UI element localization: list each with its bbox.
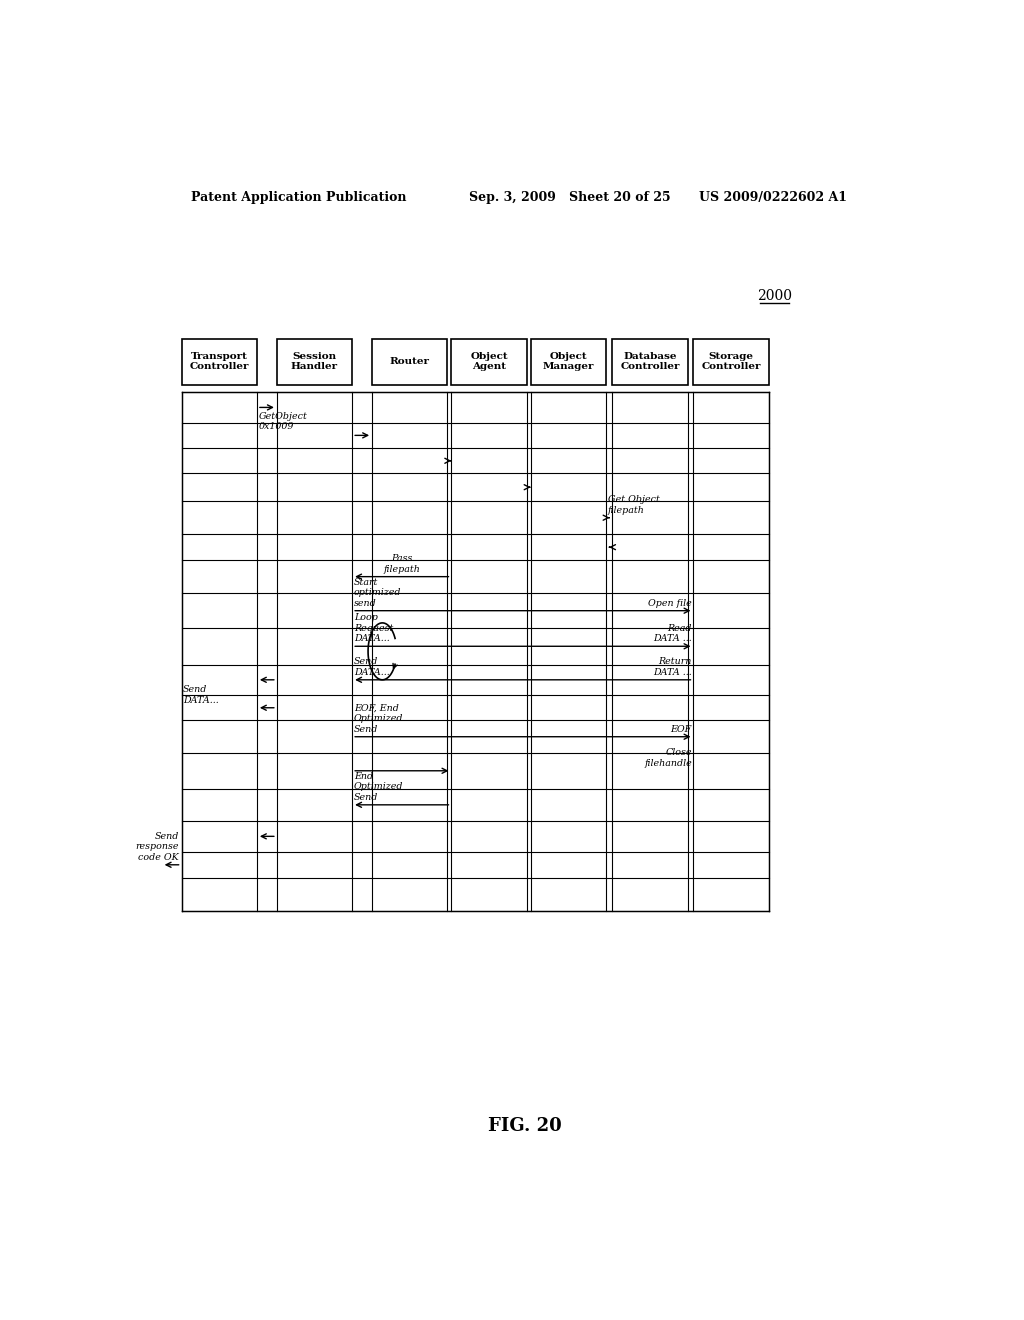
Text: Session
Handler: Session Handler (291, 352, 338, 371)
Text: US 2009/0222602 A1: US 2009/0222602 A1 (699, 190, 848, 203)
Bar (612, 339, 688, 384)
Text: Send
DATA...: Send DATA... (353, 657, 389, 677)
Text: Sep. 3, 2009   Sheet 20 of 25: Sep. 3, 2009 Sheet 20 of 25 (469, 190, 671, 203)
Bar (530, 339, 606, 384)
Text: Pass
filepath: Pass filepath (383, 554, 420, 574)
Text: Open file: Open file (648, 599, 692, 607)
Text: Start
optimized
send: Start optimized send (353, 578, 401, 607)
Text: Database
Controller: Database Controller (621, 352, 680, 371)
Text: Storage
Controller: Storage Controller (701, 352, 761, 371)
Text: Read
DATA ...: Read DATA ... (653, 624, 692, 643)
Text: Object
Agent: Object Agent (470, 352, 508, 371)
Text: Get Object
filepath: Get Object filepath (607, 495, 659, 515)
Text: Router: Router (390, 358, 430, 366)
Text: Send
DATA...: Send DATA... (183, 685, 219, 705)
Text: EOF, End
Optimized
Send: EOF, End Optimized Send (353, 704, 403, 734)
Text: Object
Manager: Object Manager (543, 352, 594, 371)
Bar (181, 339, 257, 384)
Text: EOF: EOF (671, 725, 692, 734)
Bar (372, 339, 447, 384)
Bar (693, 339, 769, 384)
Bar (452, 339, 526, 384)
Text: Return
DATA ...: Return DATA ... (653, 657, 692, 677)
Bar (276, 339, 352, 384)
Text: Loop
Request
DATA...: Loop Request DATA... (353, 614, 393, 643)
Text: Close
filehandle: Close filehandle (644, 748, 692, 768)
Text: FIG. 20: FIG. 20 (487, 1117, 562, 1135)
Text: GetObject
0x1009: GetObject 0x1009 (258, 412, 307, 432)
Text: Transport
Controller: Transport Controller (189, 352, 249, 371)
Text: 2000: 2000 (758, 289, 793, 302)
Text: End
Optimized
Send: End Optimized Send (353, 772, 403, 801)
Text: Send
response
code OK: Send response code OK (136, 832, 179, 862)
Text: Patent Application Publication: Patent Application Publication (191, 190, 407, 203)
